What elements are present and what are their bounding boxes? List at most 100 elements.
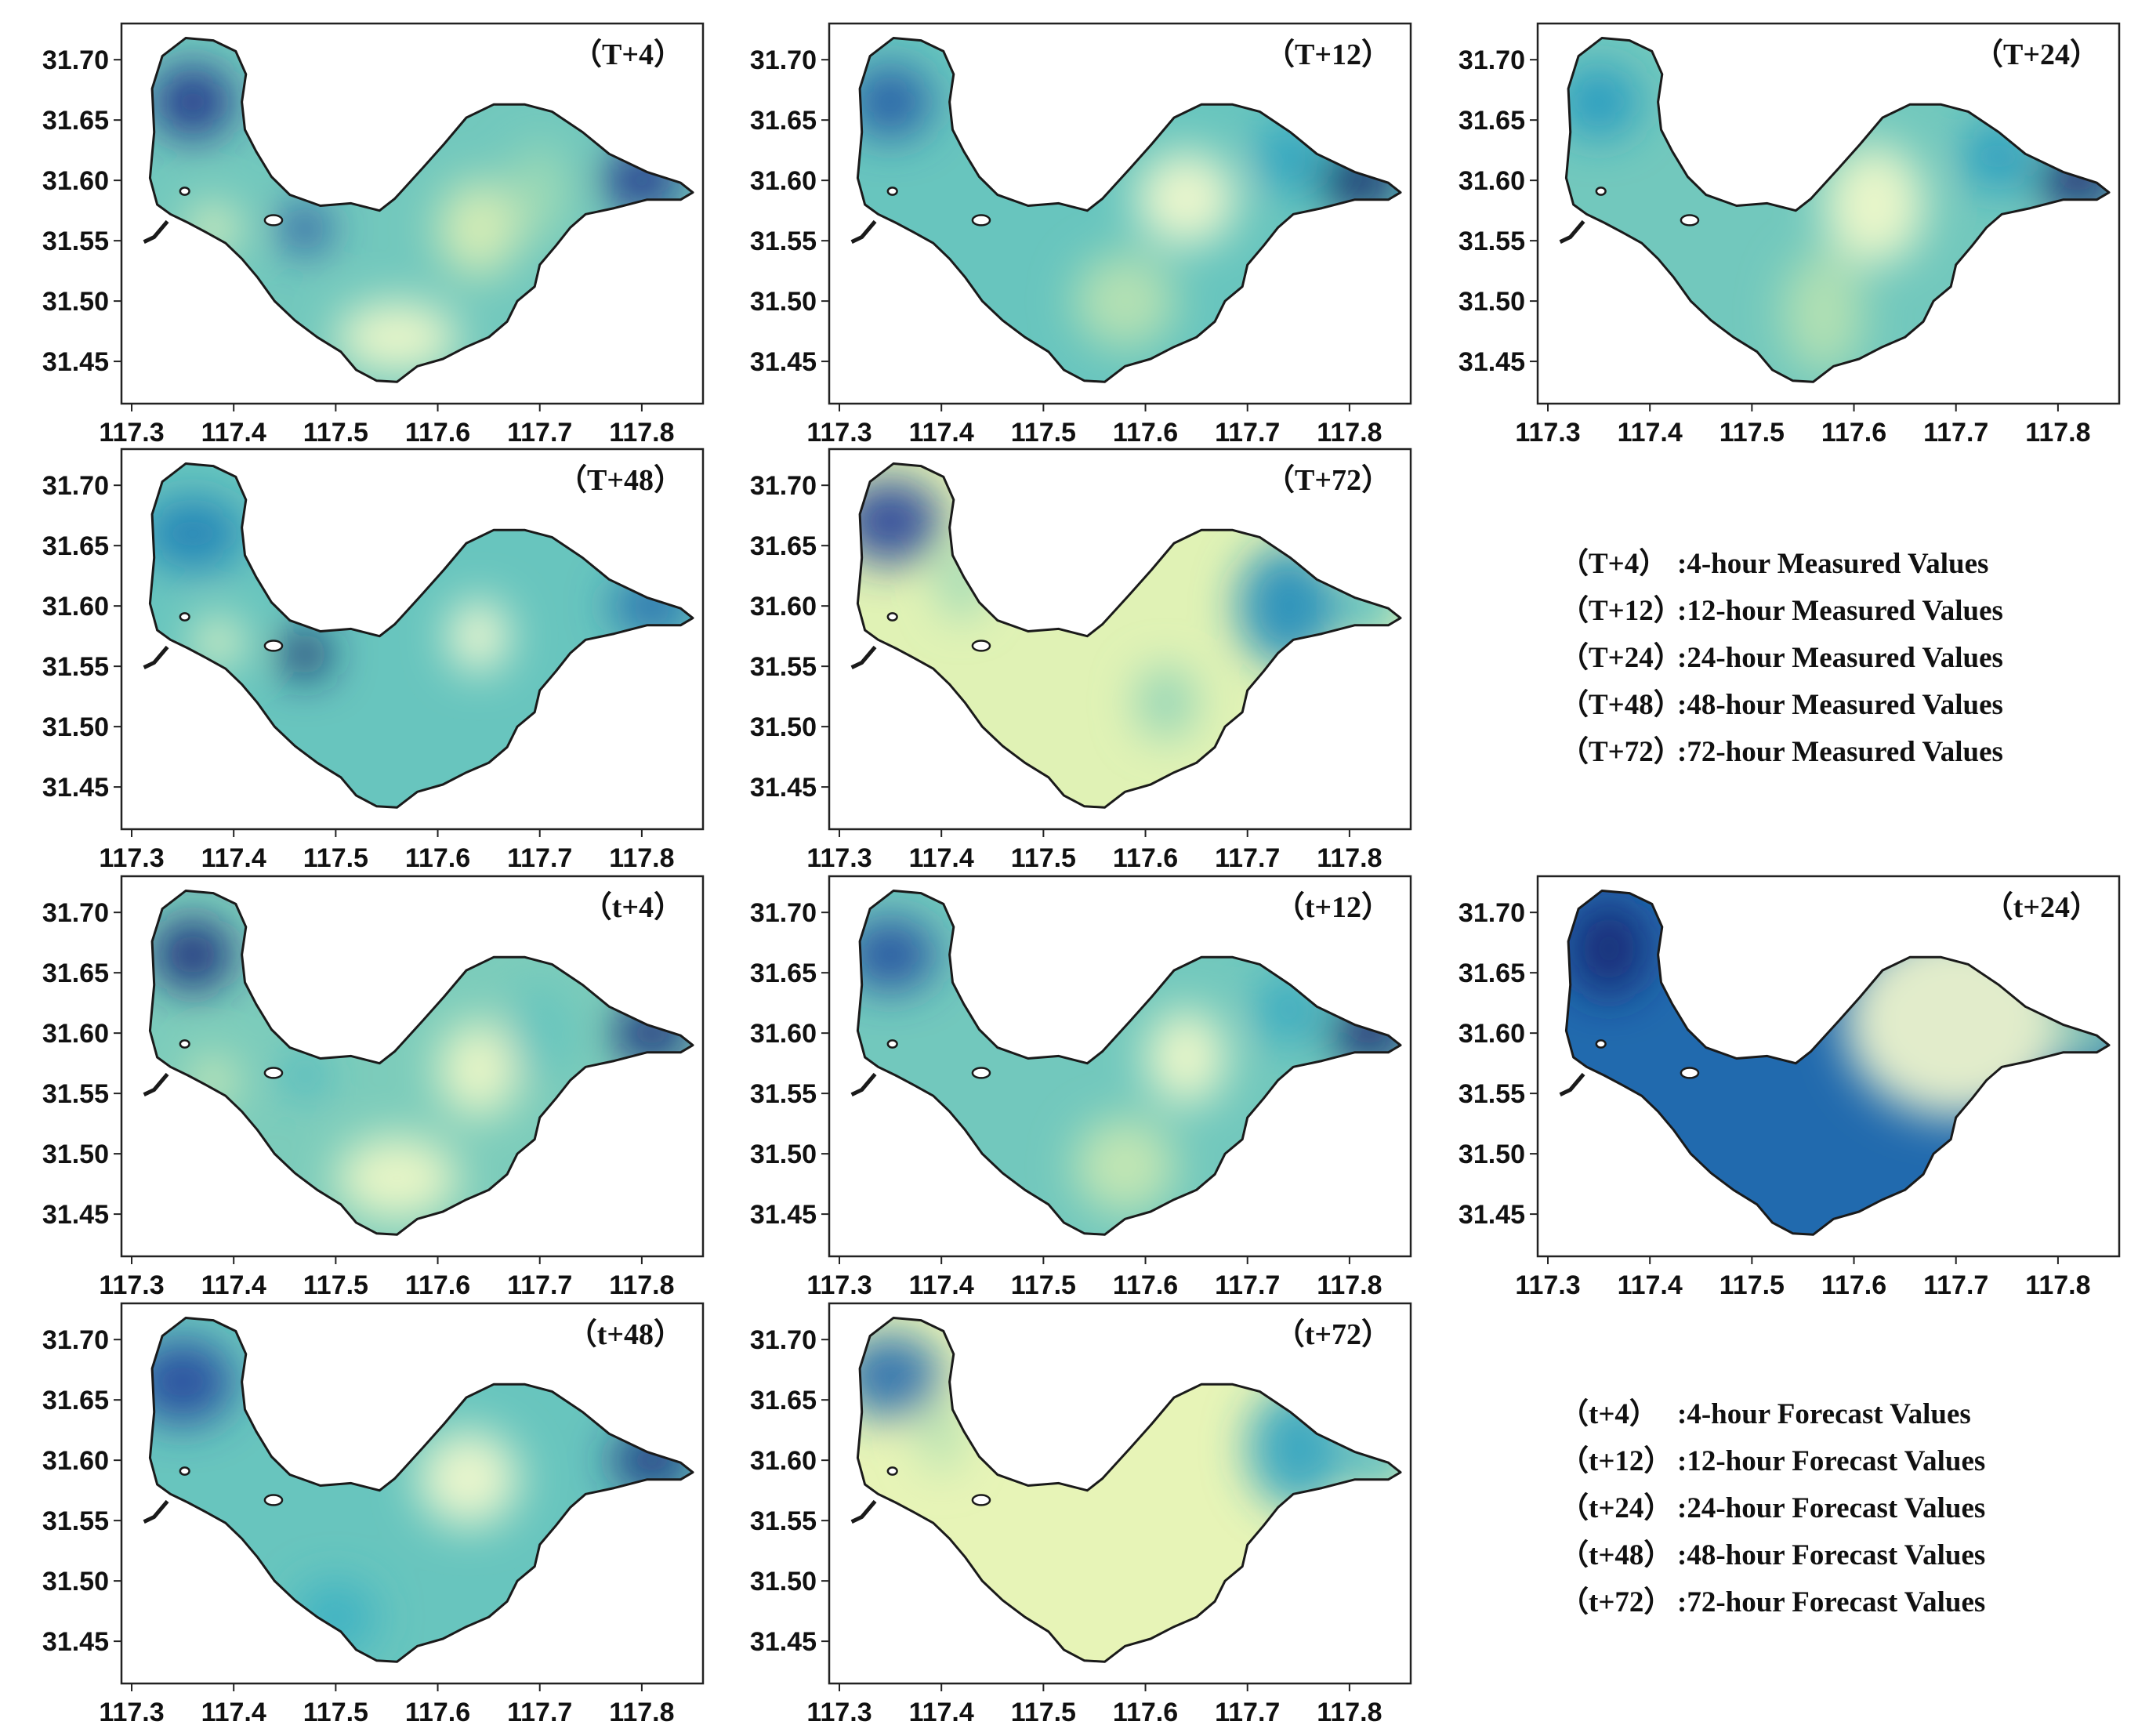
x-tick-label: 117.5 — [1011, 418, 1076, 448]
y-tick-label: 31.60 — [750, 166, 817, 196]
x-tick-label: 117.3 — [1515, 1270, 1580, 1300]
field-blob — [1782, 252, 1864, 374]
river-inlet — [850, 219, 877, 244]
panel-title: （T+4） — [572, 38, 683, 71]
x-tick-label: 117.4 — [909, 418, 974, 448]
x-tick-label: 117.8 — [2025, 1270, 2090, 1300]
y-tick-label: 31.50 — [750, 1140, 817, 1169]
island — [1680, 214, 1700, 227]
y-tick-label: 31.50 — [42, 712, 109, 742]
legend-key: （t+4） — [1560, 1398, 1658, 1430]
x-tick-label: 117.7 — [507, 1270, 572, 1300]
x-tick-label: 117.8 — [1317, 843, 1382, 873]
field-blob — [284, 1056, 326, 1094]
x-tick-label: 117.5 — [1719, 1270, 1785, 1300]
y-tick-label: 31.60 — [750, 1446, 817, 1476]
x-tick-label: 117.7 — [1923, 1270, 1988, 1300]
x-tick-label: 117.7 — [507, 843, 572, 873]
x-tick-label: 117.3 — [1515, 418, 1580, 448]
y-tick-label: 31.70 — [1459, 45, 1525, 75]
field-blob — [437, 1020, 520, 1118]
island — [886, 1466, 898, 1476]
river-inlet — [143, 1072, 169, 1096]
x-tick-label: 117.4 — [1618, 418, 1683, 448]
legend-text: :24-hour Measured Values — [1677, 642, 2003, 674]
x-tick-label: 117.6 — [405, 418, 470, 448]
y-tick-label: 31.60 — [1459, 166, 1525, 196]
river-inlet — [850, 645, 877, 669]
field-blob — [152, 65, 234, 139]
x-tick-label: 117.7 — [1923, 418, 1988, 448]
x-tick-label: 117.4 — [201, 418, 266, 448]
x-tick-label: 117.6 — [1113, 418, 1178, 448]
field-blob — [279, 204, 331, 253]
x-tick-label: 117.4 — [909, 1270, 974, 1300]
map-panel-T+48: 31.70 31.65 31.60 31.55 31.50 31.45 117.3 117.4… — [42, 448, 705, 873]
island — [971, 640, 991, 652]
x-tick-label: 117.5 — [303, 1270, 368, 1300]
x-tick-label: 117.5 — [1011, 1270, 1076, 1300]
lake-outline — [856, 890, 1402, 1236]
legend-row: （t+12）:12-hour Forecast Values — [1560, 1438, 1985, 1485]
x-tick-label: 117.7 — [1215, 843, 1280, 873]
x-tick-label: 117.5 — [303, 1698, 368, 1727]
field-blob — [437, 180, 520, 277]
y-tick-label: 31.70 — [42, 471, 109, 501]
island — [179, 612, 190, 622]
x-tick-label: 117.3 — [806, 1270, 872, 1300]
map-panel-t+72: 31.70 31.65 31.60 31.55 31.50 31.45 117.3 117.4… — [750, 1302, 1412, 1727]
y-tick-label: 31.45 — [42, 1200, 109, 1230]
x-tick-label: 117.7 — [507, 418, 572, 448]
y-tick-label: 31.70 — [42, 45, 109, 75]
legend-key: （t+12） — [1560, 1445, 1673, 1477]
x-tick-label: 117.4 — [909, 843, 974, 873]
x-tick-label: 117.6 — [405, 843, 470, 873]
y-tick-label: 31.55 — [750, 1506, 817, 1536]
legend-row: （t+48）:48-hour Forecast Values — [1560, 1532, 1985, 1579]
y-tick-label: 31.70 — [750, 471, 817, 501]
y-tick-label: 31.45 — [750, 773, 817, 803]
y-tick-label: 31.65 — [42, 106, 109, 136]
map-panel-t+24: 31.70 31.65 31.60 31.55 31.50 31.45 117.3 117.4… — [1459, 875, 2121, 1300]
field-blob — [1135, 666, 1197, 739]
legend-text: :4-hour Forecast Values — [1677, 1398, 1971, 1430]
y-tick-label: 31.45 — [1459, 347, 1525, 377]
x-tick-label: 117.3 — [99, 843, 164, 873]
panel-title: （T+48） — [557, 464, 683, 497]
field-blob — [150, 497, 245, 570]
x-tick-label: 117.6 — [1113, 1270, 1178, 1300]
legend-key: （T+24） — [1560, 642, 1683, 674]
river-inlet — [1559, 1072, 1585, 1096]
map-panel-t+48: 31.70 31.65 31.60 31.55 31.50 31.45 117.3 117.4… — [42, 1302, 705, 1727]
y-tick-label: 31.55 — [42, 1079, 109, 1109]
y-tick-label: 31.60 — [42, 1019, 109, 1049]
panel-title: （t+48） — [567, 1318, 683, 1351]
y-tick-label: 31.50 — [42, 1567, 109, 1596]
field-blob — [857, 65, 932, 139]
x-tick-label: 117.8 — [1317, 418, 1382, 448]
y-tick-label: 31.70 — [42, 1325, 109, 1355]
field-blob — [1074, 1117, 1176, 1215]
field-blob — [921, 1400, 962, 1473]
y-tick-label: 31.60 — [42, 166, 109, 196]
legend-row: （T+72）:72-hour Measured Values — [1560, 729, 2003, 776]
x-tick-label: 117.8 — [1317, 1698, 1382, 1727]
x-tick-label: 117.8 — [609, 418, 674, 448]
y-tick-label: 31.55 — [1459, 1079, 1525, 1109]
legend-key: （T+72） — [1560, 736, 1683, 768]
y-tick-label: 31.45 — [750, 1627, 817, 1657]
y-tick-label: 31.45 — [750, 347, 817, 377]
x-tick-label: 117.5 — [303, 843, 368, 873]
legend-text: :12-hour Measured Values — [1677, 595, 2003, 627]
map-panel-T+72: 31.70 31.65 31.60 31.55 31.50 31.45 117.3 117.4… — [750, 448, 1412, 873]
x-tick-label: 117.3 — [99, 418, 164, 448]
y-tick-label: 31.65 — [750, 959, 817, 988]
field-blob — [1823, 143, 1926, 265]
island — [179, 1466, 190, 1476]
panel-title: （t+24） — [1984, 891, 2100, 924]
field-blob — [1566, 65, 1640, 139]
y-tick-label: 31.55 — [42, 1506, 109, 1536]
y-tick-label: 31.45 — [42, 773, 109, 803]
panel-title: （T+12） — [1265, 38, 1391, 71]
river-inlet — [850, 1072, 877, 1096]
